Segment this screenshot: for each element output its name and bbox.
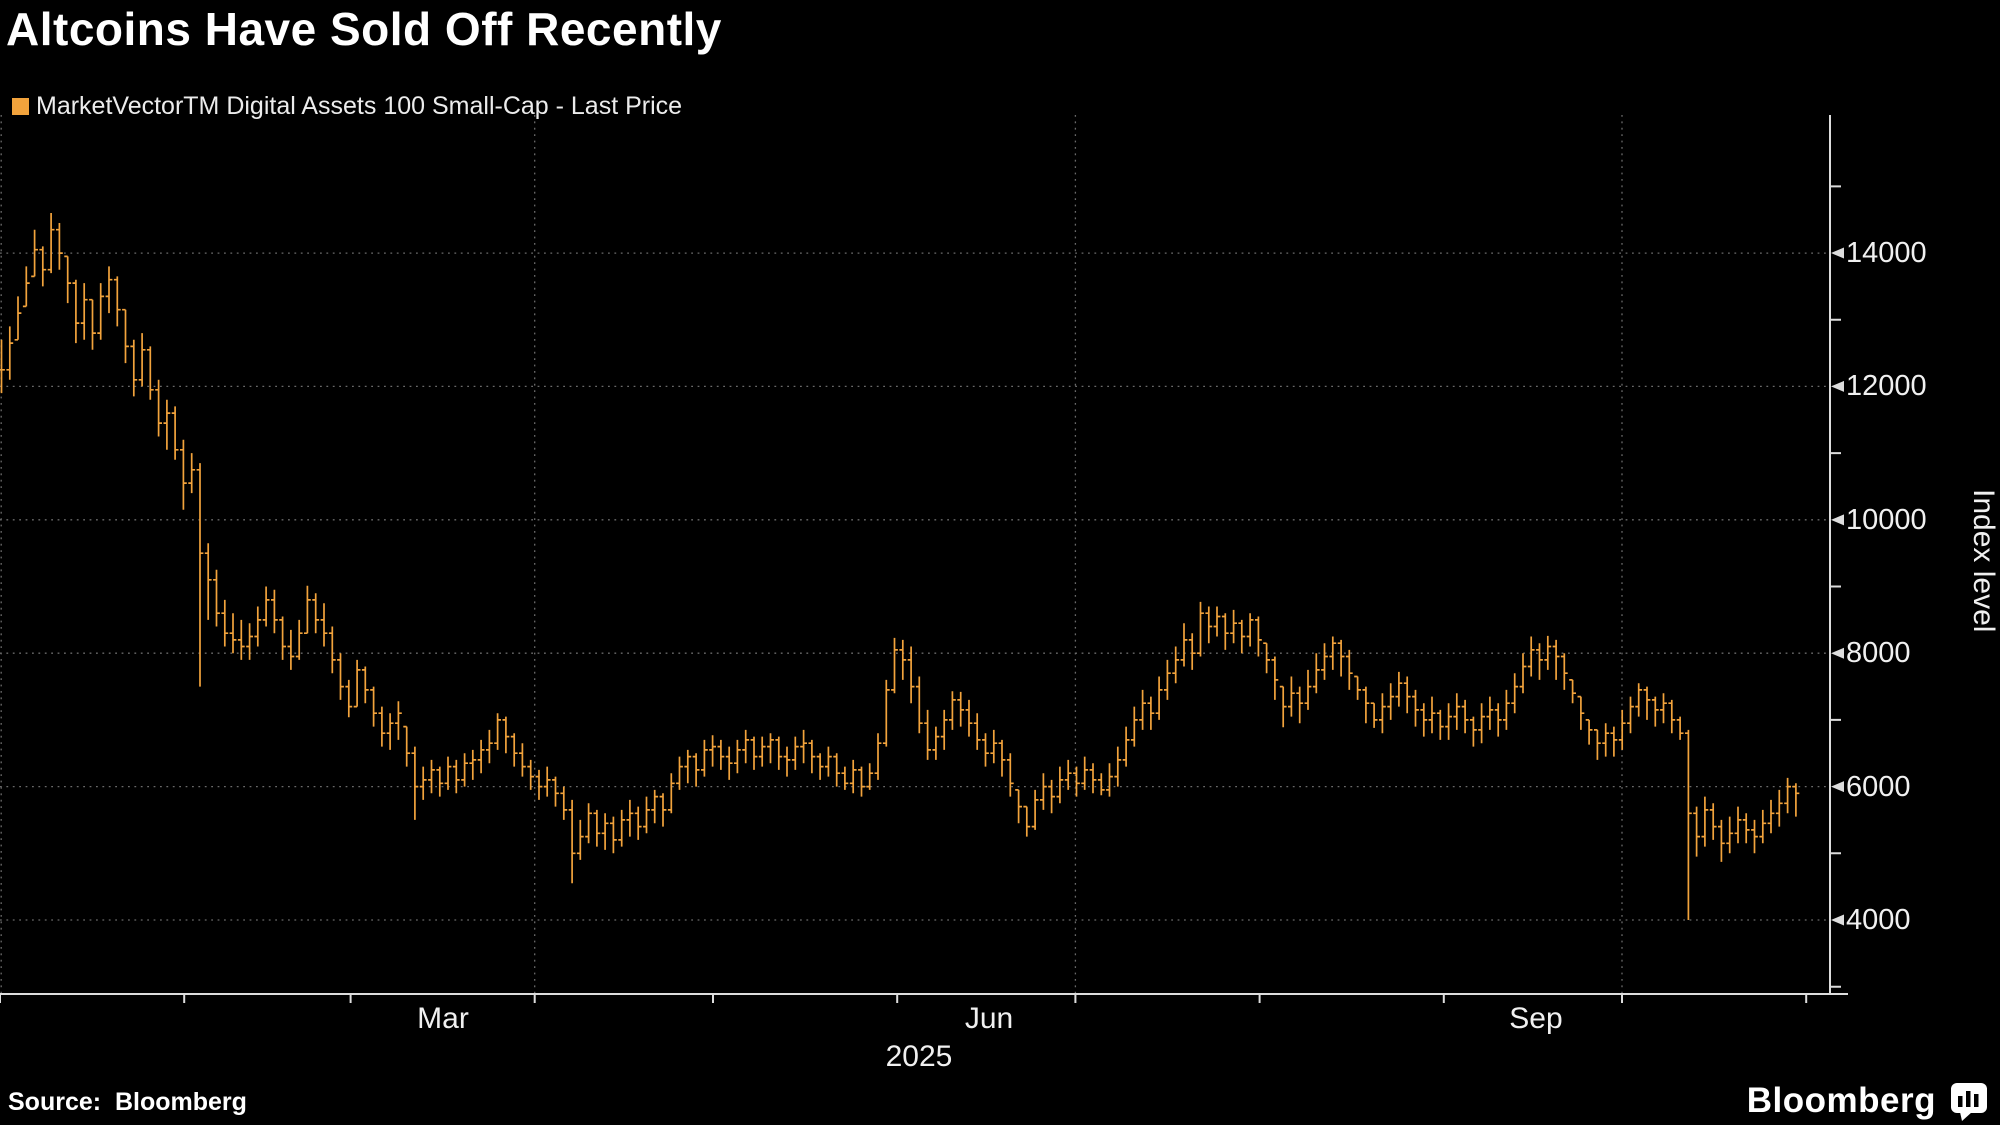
y-axis-tick-label: 4000	[1846, 904, 1911, 936]
legend: MarketVectorTM Digital Assets 100 Small-…	[12, 91, 683, 120]
y-tick-arrow-icon	[1831, 514, 1844, 526]
axis-lines	[0, 115, 1848, 995]
y-axis-tick-label: 14000	[1846, 237, 1927, 269]
bloomberg-logo: Bloomberg	[1747, 1080, 1990, 1122]
price-bars-series	[0, 213, 1800, 920]
source-note: Source: Bloomberg	[8, 1088, 247, 1116]
y-axis-title: Index level	[1967, 488, 2000, 633]
month-ticks	[0, 994, 1808, 1003]
gridlines	[0, 115, 1830, 994]
y-tick-arrow-icon	[1831, 247, 1844, 259]
bloomberg-bug-icon	[1951, 1083, 1987, 1121]
y-tick-arrow-icon	[1831, 380, 1844, 392]
y-axis-tick-label: 8000	[1846, 637, 1911, 669]
y-minor-ticks	[1830, 185, 1841, 988]
y-tick-arrow-icon	[1831, 914, 1844, 926]
x-axis-month-label: Jun	[964, 1002, 1014, 1035]
y-axis-tick-label: 6000	[1846, 771, 1911, 803]
y-axis-tick-label: 12000	[1846, 370, 1927, 402]
x-axis-year-label: 2025	[885, 1040, 953, 1073]
y-axis-tick-label: 10000	[1846, 504, 1927, 536]
chart-title: Altcoins Have Sold Off Recently	[6, 3, 722, 55]
bloomberg-wordmark: Bloomberg	[1746, 1081, 1936, 1120]
x-axis-month-label: Mar	[417, 1002, 469, 1035]
legend-swatch-icon	[12, 97, 29, 115]
y-tick-arrow-icon	[1831, 781, 1844, 793]
x-axis-month-label: Sep	[1509, 1002, 1563, 1035]
y-tick-arrow-icon	[1831, 647, 1844, 659]
legend-label: MarketVectorTM Digital Assets 100 Small-…	[36, 91, 683, 120]
